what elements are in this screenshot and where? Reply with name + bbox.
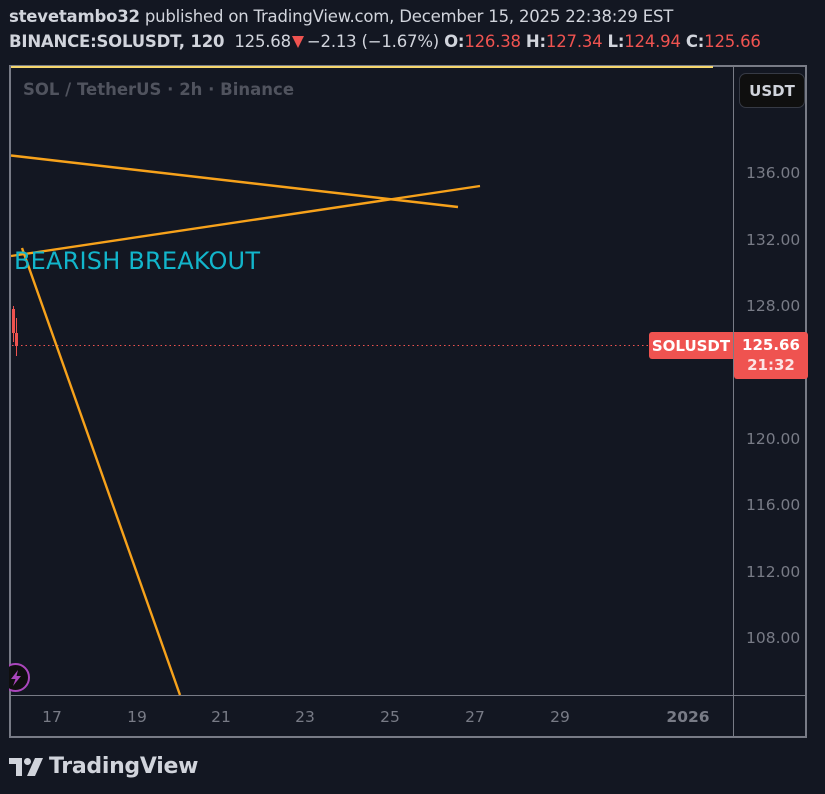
time-tick: 27: [465, 708, 485, 726]
lightning-glyph: [10, 669, 21, 686]
time-tick: 25: [380, 708, 400, 726]
symbol-label: BINANCE:SOLUSDT, 120: [9, 32, 225, 51]
tradingview-logo[interactable]: TradingView: [9, 754, 198, 779]
price-tick: 120.00: [746, 430, 801, 448]
low-value: 124.94: [624, 32, 681, 51]
price-tick: 112.00: [746, 563, 801, 581]
author-name[interactable]: stevetambo32: [9, 7, 140, 26]
bar-countdown: 21:32: [747, 356, 795, 374]
price-change: −2.13 (−1.67%): [306, 32, 440, 51]
ascending-trendline: [10, 184, 481, 258]
down-triangle-icon: [291, 35, 304, 48]
current-price-tag: 125.66 21:32: [734, 332, 808, 379]
time-axis-divider: [11, 695, 807, 696]
current-price-value: 125.66: [742, 336, 800, 354]
time-tick-year: 2026: [666, 708, 710, 726]
descending-trendline: [10, 154, 459, 209]
price-tick: 132.00: [746, 231, 801, 249]
high-label: H:: [525, 32, 546, 51]
highlight-line: [11, 66, 713, 68]
time-tick: 19: [127, 708, 147, 726]
price-tick: 116.00: [746, 496, 801, 514]
close-label: C:: [685, 32, 705, 51]
candles: [12, 306, 18, 356]
price-tick: 136.00: [746, 164, 801, 182]
chart-frame: [9, 65, 807, 738]
last-price: 125.68: [234, 32, 291, 51]
trendlines: [10, 154, 481, 696]
close-value: 125.66: [704, 32, 761, 51]
published-text: published on TradingView.com, December 1…: [139, 7, 674, 26]
price-tick: 108.00: [746, 629, 801, 647]
time-tick: 23: [295, 708, 315, 726]
price-axis-divider: [733, 67, 734, 737]
edge-mask: [0, 655, 9, 700]
symbol-price-tag: SOLUSDT: [649, 332, 733, 359]
price-tick: 128.00: [746, 297, 801, 315]
time-tick: 17: [42, 708, 62, 726]
ohlc-info: BINANCE:SOLUSDT, 120 125.68 −2.13 (−1.67%…: [9, 32, 761, 51]
publish-info: stevetambo32 published on TradingView.co…: [9, 7, 673, 26]
annotation-text[interactable]: BEARISH BREAKOUT: [14, 247, 261, 275]
low-label: L:: [607, 32, 625, 51]
currency-button[interactable]: USDT: [739, 73, 805, 108]
high-value: 127.34: [545, 32, 603, 51]
breakdown-trendline: [20, 247, 182, 696]
tradingview-logo-icon: [9, 757, 43, 776]
brand-name: TradingView: [49, 754, 199, 779]
chart-legend[interactable]: SOL / TetherUS · 2h · Binance: [23, 80, 295, 99]
time-tick: 21: [211, 708, 231, 726]
open-label: O:: [444, 32, 465, 51]
open-value: 126.38: [464, 32, 521, 51]
time-tick: 29: [550, 708, 570, 726]
